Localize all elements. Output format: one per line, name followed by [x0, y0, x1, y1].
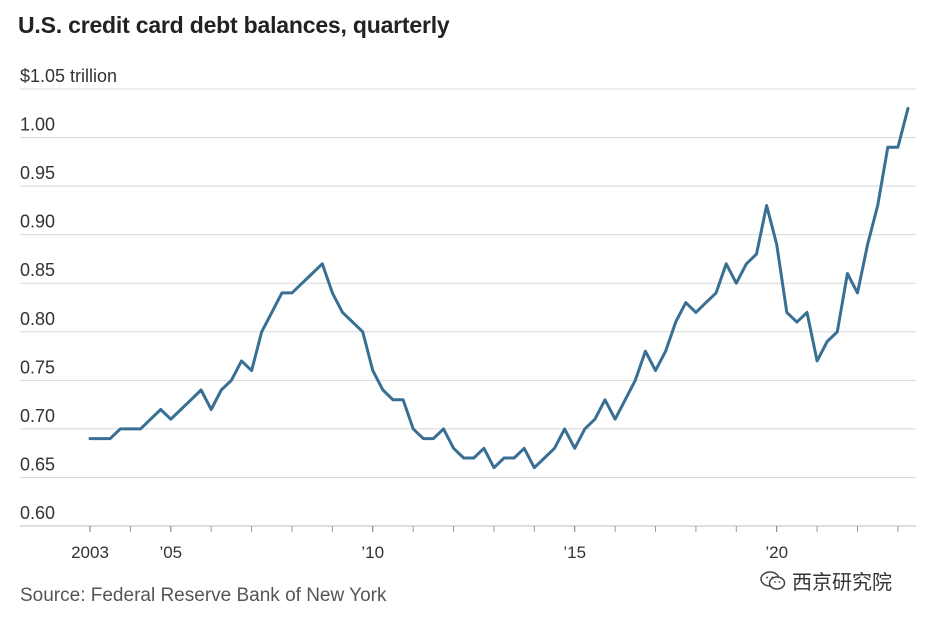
y-tick-label: 0.95 [20, 163, 55, 183]
y-tick-label: 0.85 [20, 260, 55, 280]
source-note: Source: Federal Reserve Bank of New York [20, 585, 387, 606]
x-tick-label: ’05 [159, 543, 182, 562]
grid-lines [20, 88, 916, 527]
x-axis-ticks: 2003 ’05 ’10 ’15 ’20 [71, 526, 899, 562]
y-tick-label: 0.70 [20, 406, 55, 426]
series-line [88, 106, 910, 470]
y-axis-label: $1.05 trillion [20, 66, 117, 86]
y-tick-label: 0.75 [20, 357, 55, 377]
y-tick-label: 0.65 [20, 454, 55, 474]
line-chart: 0.60 0.65 0.70 0.75 0.80 0.85 0.90 0.95 1.00 200… [20, 66, 916, 562]
wechat-icon [760, 570, 786, 590]
x-tick-label: 2003 [71, 543, 109, 562]
y-tick-label: 1.00 [20, 115, 55, 135]
x-tick-label: ’10 [361, 543, 384, 562]
x-tick-label: ’15 [563, 543, 586, 562]
x-tick-label: ’20 [765, 543, 788, 562]
watermark-text: 西京研究院 [792, 572, 892, 594]
watermark: 西京研究院 [760, 566, 892, 595]
y-tick-label: 0.60 [20, 503, 55, 523]
chart-title: U.S. credit card debt balances, quarterl… [18, 12, 450, 38]
y-tick-label: 0.80 [20, 309, 55, 329]
y-tick-label: 0.90 [20, 212, 55, 232]
y-axis-ticks: 0.60 0.65 0.70 0.75 0.80 0.85 0.90 0.95 1.00 [20, 115, 55, 523]
